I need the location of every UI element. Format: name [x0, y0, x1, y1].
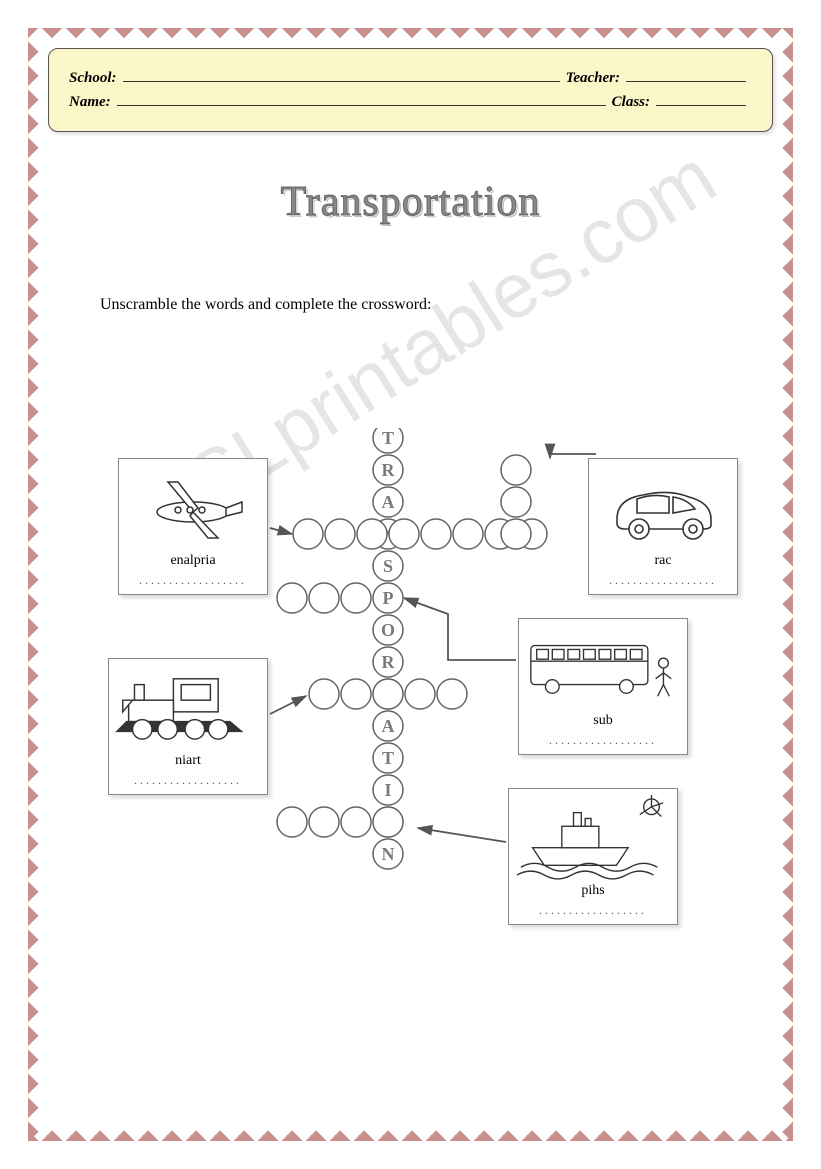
content: School: Teacher: Name: Class: Transporta… [48, 48, 773, 1121]
page: School: Teacher: Name: Class: Transporta… [28, 28, 793, 1141]
svg-text:A: A [382, 716, 395, 736]
card-airplane-word: enalpria [125, 553, 261, 569]
card-ship-word: pihs [515, 883, 671, 899]
card-train-dots[interactable]: .................. [115, 773, 261, 788]
card-train-word: niart [115, 753, 261, 769]
border-left [28, 28, 46, 1141]
card-car: rac .................. [588, 458, 738, 595]
svg-text:I: I [384, 780, 391, 800]
svg-text:T: T [382, 428, 394, 448]
card-airplane: enalpria .................. [118, 458, 268, 595]
header-row-1: School: Teacher: [69, 67, 752, 87]
train-icon [115, 665, 261, 749]
header-row-2: Name: Class: [69, 91, 752, 111]
name-label: Name: [69, 94, 111, 111]
svg-text:T: T [382, 748, 394, 768]
ship-icon [515, 795, 671, 879]
card-airplane-dots[interactable]: .................. [125, 573, 261, 588]
class-field[interactable] [656, 91, 746, 106]
svg-text:S: S [383, 556, 393, 576]
card-ship: pihs .................. [508, 788, 678, 925]
teacher-field[interactable] [626, 67, 746, 82]
svg-text:A: A [382, 492, 395, 512]
page-title: Transportation [48, 178, 773, 226]
svg-text:R: R [382, 652, 396, 672]
card-car-dots[interactable]: .................. [595, 573, 731, 588]
border-bottom [28, 1123, 793, 1141]
car-icon [595, 465, 731, 549]
bus-icon [525, 625, 681, 709]
svg-text:N: N [382, 844, 395, 864]
instruction-text: Unscramble the words and complete the cr… [100, 296, 773, 314]
teacher-label: Teacher: [566, 70, 620, 87]
name-field[interactable] [117, 91, 606, 106]
puzzle-area: TRANSPORTATION enalp [48, 428, 773, 1121]
airplane-icon [125, 465, 261, 549]
svg-text:R: R [382, 460, 396, 480]
border-right [775, 28, 793, 1141]
header-box: School: Teacher: Name: Class: [48, 48, 773, 132]
svg-text:O: O [381, 620, 395, 640]
card-car-word: rac [595, 553, 731, 569]
svg-text:P: P [383, 588, 394, 608]
card-train: niart .................. [108, 658, 268, 795]
card-ship-dots[interactable]: .................. [515, 903, 671, 918]
class-label: Class: [612, 94, 650, 111]
school-label: School: [69, 70, 117, 87]
card-bus: sub .................. [518, 618, 688, 755]
card-bus-word: sub [525, 713, 681, 729]
card-bus-dots[interactable]: .................. [525, 733, 681, 748]
school-field[interactable] [123, 67, 560, 82]
border-top [28, 28, 793, 46]
